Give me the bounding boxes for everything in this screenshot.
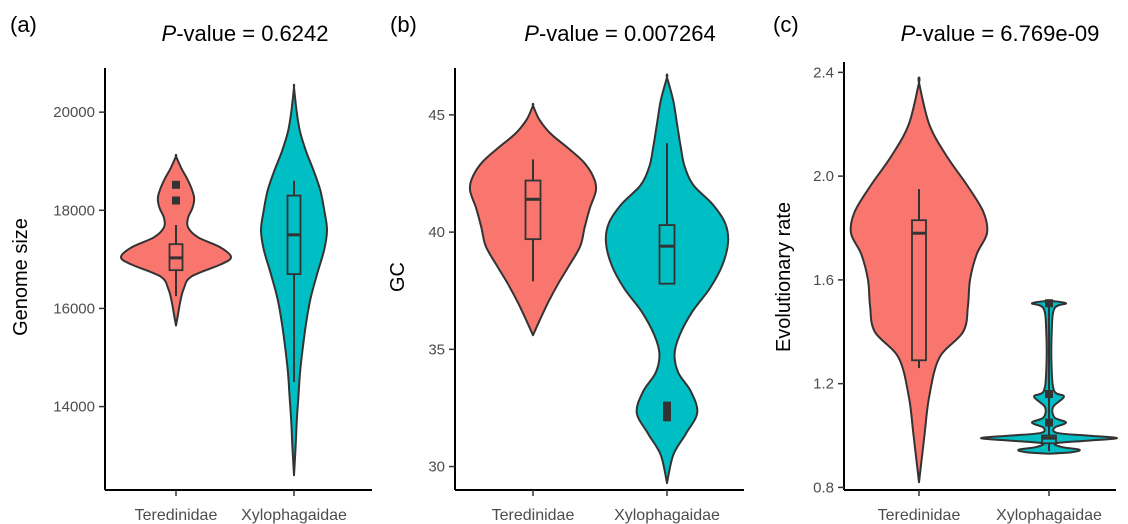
panel-c-title: P-value = 6.769e-09 <box>901 21 1100 46</box>
box-xylophagaidae <box>658 224 676 285</box>
panel-a-marks <box>120 83 328 477</box>
y-tick-label: 16000 <box>53 300 95 317</box>
y-tick-label: 1.6 <box>813 272 834 289</box>
x-tick-label: Xylophagaidae <box>241 507 347 524</box>
y-tick-label: 2.4 <box>813 64 834 81</box>
outlier-point-xylophagaidae <box>1045 390 1053 399</box>
x-tick-label: Teredinidae <box>878 507 961 524</box>
x-tick-label: Xylophagaidae <box>996 507 1102 524</box>
outlier-point-teredinidae <box>172 180 180 189</box>
y-tick-label: 30 <box>428 459 445 476</box>
x-tick-label: Teredinidae <box>135 507 218 524</box>
y-tick-label: 35 <box>428 341 445 358</box>
x-tick-label: Teredinidae <box>492 507 575 524</box>
outlier-point-xylophagaidae <box>1045 418 1053 427</box>
panel-b-ylabel: GC <box>387 262 409 292</box>
box-teredinidae <box>911 219 927 362</box>
panel-c-xticks: Teredinidae Xylophagaidae <box>878 490 1102 524</box>
panel-b-title: P-value = 0.007264 <box>524 21 715 46</box>
y-tick-label: 40 <box>428 224 445 241</box>
panel-b-label: (b) <box>390 12 417 37</box>
panel-c: (c) P-value = 6.769e-09 Evolutionary rat… <box>773 12 1118 524</box>
panel-b-xticks: Teredinidae Xylophagaidae <box>492 490 720 524</box>
panel-b: (b) P-value = 0.007264 GC 30 35 40 45 Tered… <box>387 12 744 524</box>
y-tick-label: 1.2 <box>813 376 834 393</box>
panel-a-title: P-value = 0.6242 <box>162 21 329 46</box>
x-tick-label: Xylophagaidae <box>614 507 720 524</box>
outlier-point-teredinidae <box>172 196 180 205</box>
y-tick-label: 0.8 <box>813 479 834 496</box>
y-tick-label: 2.0 <box>813 168 834 185</box>
panel-a-xticks: Teredinidae Xylophagaidae <box>135 490 347 524</box>
outlier-point-xylophagaidae <box>663 407 671 416</box>
box-teredinidae <box>524 179 542 241</box>
panel-a-ylabel: Genome size <box>10 218 32 336</box>
panel-a: (a) P-value = 0.6242 Genome size 14000 16… <box>10 12 372 524</box>
panel-c-label: (c) <box>773 12 799 37</box>
outlier-point-xylophagaidae <box>1045 299 1053 308</box>
panel-c-marks <box>849 76 1118 484</box>
outlier-point-xylophagaidae <box>663 401 671 410</box>
y-tick-label: 18000 <box>53 202 95 219</box>
y-tick-label: 45 <box>428 107 445 124</box>
panel-a-label: (a) <box>10 12 37 37</box>
outlier-point-xylophagaidae <box>663 413 671 422</box>
y-tick-label: 14000 <box>53 399 95 416</box>
panel-c-yticks: 0.8 1.2 1.6 2.0 2.4 <box>813 64 844 496</box>
panel-b-marks <box>468 73 730 484</box>
y-tick-label: 20000 <box>53 104 95 121</box>
panel-c-ylabel: Evolutionary rate <box>773 202 795 352</box>
panel-a-yticks: 14000 16000 18000 20000 <box>53 104 105 416</box>
panel-b-yticks: 30 35 40 45 <box>428 107 455 476</box>
